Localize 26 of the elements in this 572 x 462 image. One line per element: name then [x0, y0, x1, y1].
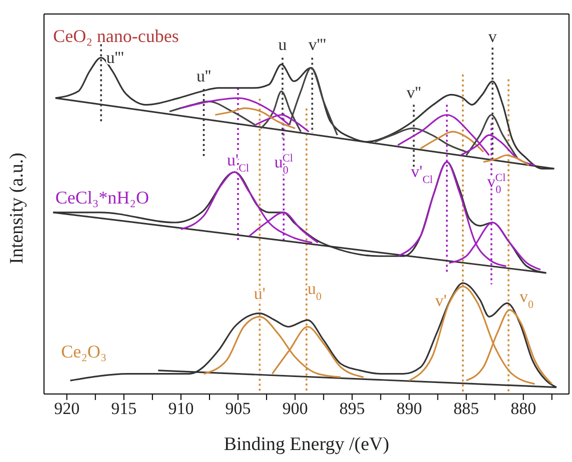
y-axis-title: Intensity (a.u.) [6, 152, 28, 264]
ref-line-label: u$_{0}$ [307, 279, 322, 304]
ref-line-label: u' [254, 284, 266, 304]
x-axis-title: Binding Energy /(eV) [224, 434, 390, 455]
ref-line-label: u'' [196, 66, 212, 86]
ref-line-label: v''' [308, 34, 326, 54]
x-tick-label: 900 [282, 399, 308, 418]
annotation: CeCl₃*nH₂O [55, 187, 149, 208]
x-tick-label: 915 [111, 399, 137, 418]
ref-line-label: v'' [406, 83, 422, 102]
ref-line-label: v'$_{Cl}$ [410, 162, 433, 186]
x-tick-label: 910 [168, 399, 194, 418]
ref-line-label: v$_{0}$ [519, 287, 534, 312]
x-tick-label: 890 [396, 399, 422, 418]
ref-line-label: v' [435, 290, 447, 310]
annotation: Ce₂O₃ [61, 342, 107, 362]
x-tick-label: 895 [339, 399, 365, 418]
ref-line-label: u [278, 34, 288, 54]
x-tick-label: 920 [54, 399, 80, 418]
x-tick-label: 885 [454, 399, 480, 418]
x-tick-label: 905 [225, 399, 251, 418]
ref-line-label: u''' [106, 48, 124, 67]
ref-line-label: u'$_{Cl}$ [227, 150, 250, 174]
text: CeO₂ nano-cubes [53, 26, 179, 46]
x-tick-label: 880 [510, 399, 536, 418]
ref-line-label: v [488, 26, 498, 46]
